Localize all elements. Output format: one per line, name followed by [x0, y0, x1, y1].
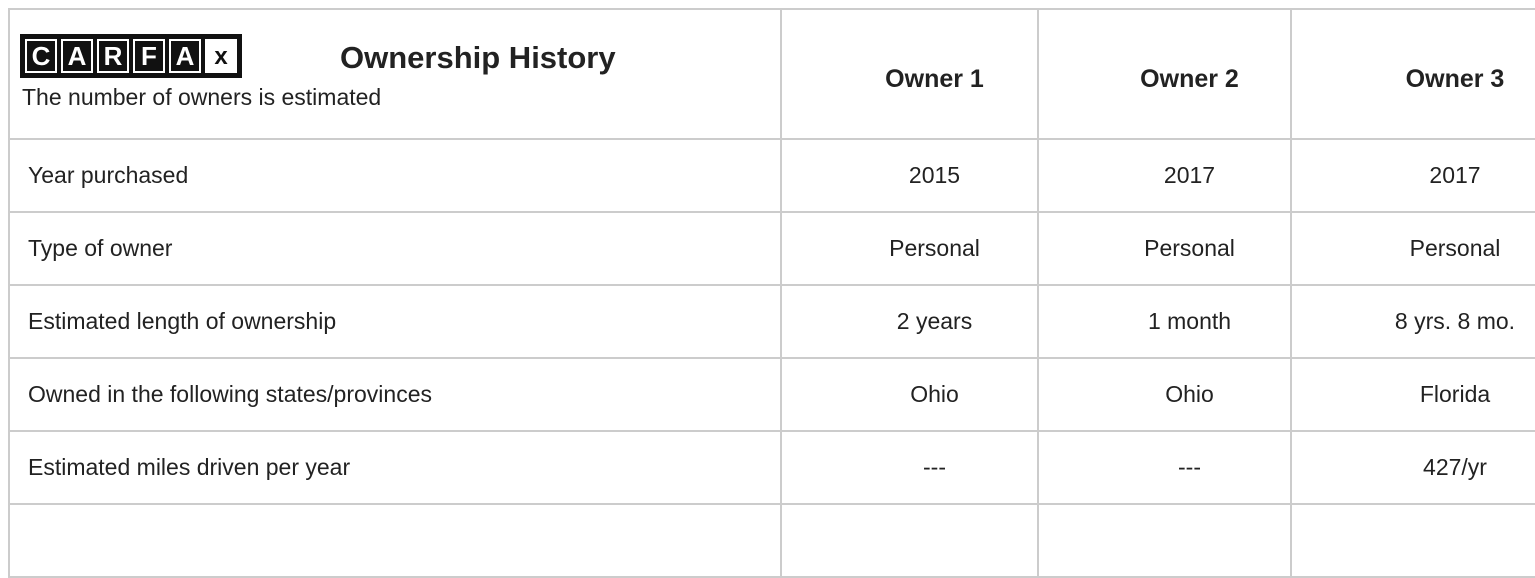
row-label: Estimated miles driven per year: [8, 430, 782, 505]
row-value: ---: [1037, 430, 1292, 505]
table-row: Owned in the following states/provinces O…: [8, 357, 1535, 432]
row-value: Florida: [1290, 357, 1535, 432]
table-row: [8, 503, 1535, 578]
owner-header: Owner 3: [1290, 8, 1535, 140]
row-value: 2 years: [780, 284, 1039, 359]
row-value: Personal: [780, 211, 1039, 286]
table-subtitle: The number of owners is estimated: [22, 84, 382, 110]
logo-letter: x: [205, 39, 237, 73]
owner-header: Owner 2: [1037, 8, 1292, 140]
row-value: 2017: [1037, 138, 1292, 213]
logo-letter: F: [133, 39, 165, 73]
logo-letter: C: [25, 39, 57, 73]
table-row: Estimated length of ownership 2 years 1 mo…: [8, 284, 1535, 359]
logo-letter: A: [169, 39, 201, 73]
table-row: Type of owner Personal Personal Personal: [8, 211, 1535, 286]
row-value: 427/yr: [1290, 430, 1535, 505]
table-row: Year purchased 2015 2017 2017: [8, 138, 1535, 213]
empty-cell: [1290, 503, 1535, 578]
row-value: Ohio: [1037, 357, 1292, 432]
row-label: Year purchased: [8, 138, 782, 213]
table-row: Estimated miles driven per year --- --- 427…: [8, 430, 1535, 505]
table-title: Ownership History: [340, 40, 616, 75]
row-label: Owned in the following states/provinces: [8, 357, 782, 432]
empty-cell: [780, 503, 1039, 578]
row-value: Personal: [1290, 211, 1535, 286]
row-value: 1 month: [1037, 284, 1292, 359]
row-value: Personal: [1037, 211, 1292, 286]
row-value: 8 yrs. 8 mo.: [1290, 284, 1535, 359]
row-label: Type of owner: [8, 211, 782, 286]
row-label: Estimated length of ownership: [8, 284, 782, 359]
empty-cell: [1037, 503, 1292, 578]
logo-letter: A: [61, 39, 93, 73]
owner-header: Owner 1: [780, 8, 1039, 140]
row-value: 2017: [1290, 138, 1535, 213]
row-value: Ohio: [780, 357, 1039, 432]
empty-cell: [8, 503, 782, 578]
row-value: ---: [780, 430, 1039, 505]
row-value: 2015: [780, 138, 1039, 213]
table-body: Year purchased 2015 2017 2017 Type of owner P…: [8, 138, 1535, 578]
logo-letter: R: [97, 39, 129, 73]
